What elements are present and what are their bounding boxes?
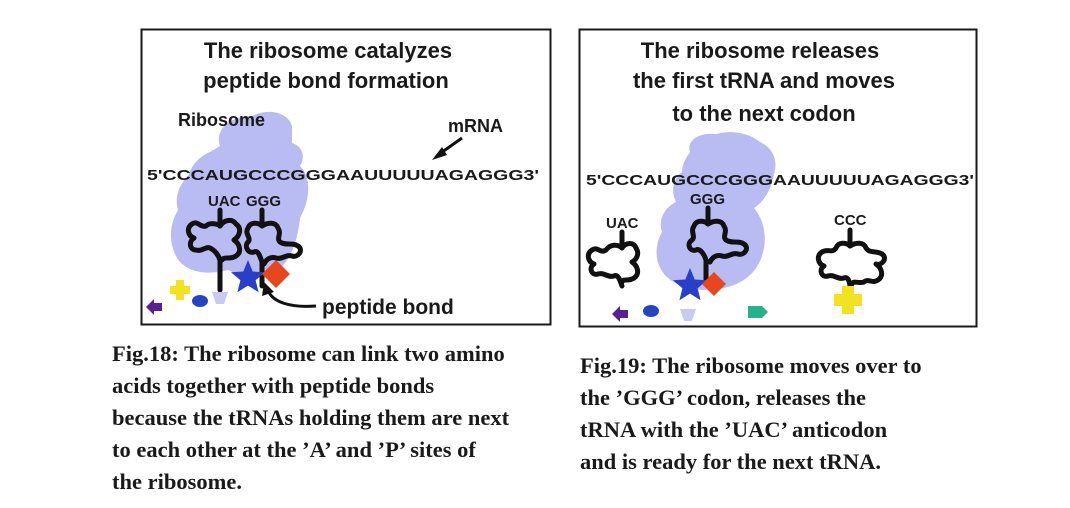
blue-amino-acid-icon: [192, 295, 208, 307]
fig19-caption-line: tRNA with the ’UAC’ anticodon: [580, 417, 888, 442]
yellow-amino-acid-icon: [834, 286, 862, 314]
fig19-caption-line: Fig.19: The ribosome moves over to: [580, 353, 922, 378]
fig19-title-line3: to the next codon: [672, 101, 855, 126]
peptide-bond-arrow-icon: [262, 282, 317, 308]
fig18-title-line1: The ribosome catalyzes: [204, 38, 452, 63]
fig18-caption-line: the ribosome.: [112, 469, 242, 494]
fig19-title-line1: The ribosome releases: [641, 38, 879, 63]
fig19-panel: The ribosome releases the first tRNA and…: [578, 28, 978, 328]
fig19-anticodon-uac: UAC: [606, 215, 639, 232]
incoming-trna-icon: [815, 227, 887, 291]
fig18-caption-line: to each other at the ’A’ and ’P’ sites o…: [112, 437, 476, 462]
fig19-caption-line: and is ready for the next tRNA.: [580, 449, 882, 474]
mrna-label: mRNA: [448, 116, 503, 136]
fig18-anticodon-ggg: GGG: [246, 193, 281, 210]
lavender-amino-acid-icon: [212, 292, 228, 304]
fig19-caption-line: the ’GGG’ codon, releases the: [580, 385, 866, 410]
amino-acid-star-icon: [231, 260, 265, 293]
fig18-caption-line: Fig.18: The ribosome can link two amino: [112, 341, 505, 366]
lavender-amino-acid-icon: [680, 309, 696, 321]
ribosome-shape: [170, 111, 309, 276]
fig19-caption: Fig.19: The ribosome moves over to the ’…: [580, 350, 922, 478]
fig18-caption-line: because the tRNAs holding them are next: [112, 405, 510, 430]
ribosome-label: Ribosome: [178, 110, 265, 130]
ribosome-trna-icon: [686, 205, 749, 287]
fig18-anticodon-uac: UAC: [208, 193, 241, 210]
amino-acid-diamond-icon: [262, 260, 290, 288]
fig19-diagram: The ribosome releases the first tRNA and…: [578, 28, 978, 328]
fig18-mrna-sequence: 5'CCCAUGCCCGGGAAUUUUUAGAGGG3': [147, 167, 539, 184]
amino-acid-star-icon: [673, 268, 707, 301]
fig19-mrna-sequence: 5'CCCAUGCCCGGGAAUUUUUAGAGGG3': [586, 172, 974, 189]
fig19-anticodon-ggg: GGG: [690, 191, 725, 208]
amino-acid-diamond-icon: [702, 272, 726, 296]
trna-a-site-icon: [243, 207, 303, 289]
fig18-panel: The ribosome catalyzes peptide bond form…: [140, 28, 552, 326]
fig18-diagram: The ribosome catalyzes peptide bond form…: [140, 28, 552, 326]
fig18-caption: Fig.18: The ribosome can link two amino …: [112, 338, 509, 498]
blue-amino-acid-icon: [643, 305, 659, 317]
purple-amino-acid-icon: [612, 306, 628, 322]
fig19-anticodon-ccc: CCC: [834, 212, 867, 229]
fig19-frame: [578, 28, 978, 328]
released-trna-icon: [585, 229, 641, 289]
fig19-title-line2: the first tRNA and moves: [633, 68, 895, 93]
fig18-caption-line: acids together with peptide bonds: [112, 373, 435, 398]
teal-amino-acid-icon: [748, 306, 768, 318]
trna-p-site-icon: [185, 207, 243, 293]
peptide-bond-label: peptide bond: [322, 296, 454, 319]
yellow-amino-acid-icon: [170, 280, 190, 300]
mrna-arrow-icon: [432, 136, 463, 160]
fig18-title-line2: peptide bond formation: [203, 68, 449, 93]
purple-amino-acid-icon: [146, 299, 162, 315]
